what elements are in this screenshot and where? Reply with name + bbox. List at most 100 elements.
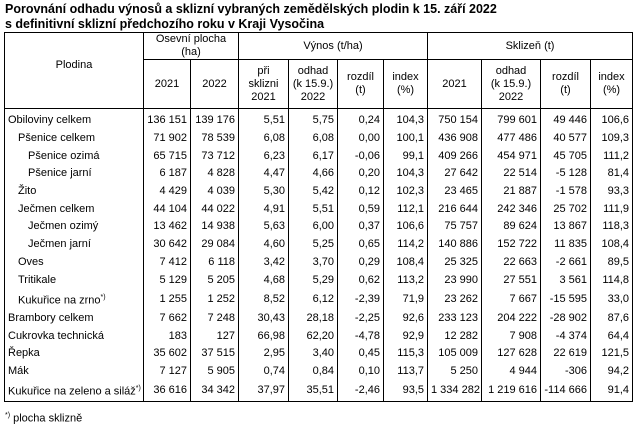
table-row: Brambory celkem 7 662 7 248 30,43 28,18 -2,25… xyxy=(4,309,634,328)
value-cell: 27 642 xyxy=(427,165,482,183)
value-cell: 44 022 xyxy=(190,200,239,219)
value-cell: 21 887 xyxy=(481,182,541,201)
value-cell: 64,4 xyxy=(589,327,634,345)
column-header: 2022 xyxy=(190,59,239,109)
crop-name: Pšenice celkem xyxy=(4,129,144,148)
crop-label: Řepka xyxy=(8,347,40,360)
value-cell: 6,17 xyxy=(288,147,338,166)
crop-label: Kukuřice na zrno xyxy=(18,294,101,307)
table-row: Kukuřice na zrno*) 1 255 1 252 8,52 6,12 -2,3… xyxy=(4,288,634,310)
value-cell: 3,42 xyxy=(238,253,289,272)
value-cell: 28,18 xyxy=(288,309,338,328)
value-cell: 104,3 xyxy=(383,108,428,130)
value-cell: 7 908 xyxy=(481,327,541,345)
table-row: Cukrovka technická 183 127 66,98 62,20 -4,78 9… xyxy=(4,327,634,345)
value-cell: 1 219 616 xyxy=(481,380,541,402)
crop-label: Mák xyxy=(8,364,29,377)
value-cell: 7 248 xyxy=(190,309,239,328)
value-cell: 0,12 xyxy=(337,182,384,201)
value-cell: 113,7 xyxy=(383,362,428,381)
value-cell: 62,20 xyxy=(288,327,338,345)
value-cell: 23 262 xyxy=(427,288,482,310)
value-cell: 6,08 xyxy=(288,129,338,148)
value-cell: 93,3 xyxy=(589,182,634,201)
value-cell: 121,5 xyxy=(589,344,634,363)
value-cell: 22 619 xyxy=(540,344,591,363)
value-cell: -2,25 xyxy=(337,309,384,328)
value-cell: 3 561 xyxy=(540,271,591,289)
value-cell: -2,39 xyxy=(337,288,384,310)
value-cell: 45 705 xyxy=(540,147,591,166)
value-cell: 113,2 xyxy=(383,271,428,289)
value-cell: 204 222 xyxy=(481,309,541,328)
crop-label: Pšenice ozimá xyxy=(28,149,100,162)
value-cell: 242 346 xyxy=(481,200,541,219)
value-cell: 37,97 xyxy=(238,380,289,402)
value-cell: 6 187 xyxy=(143,165,191,183)
title-line: Porovnání odhadu výnosů a sklizní vybran… xyxy=(5,2,497,16)
value-cell: 111,9 xyxy=(589,200,634,219)
value-cell: 12 282 xyxy=(427,327,482,345)
value-cell: 114,8 xyxy=(589,271,634,289)
header-cell: Plodina xyxy=(4,32,144,109)
value-cell: 65 715 xyxy=(143,147,191,166)
value-cell: 93,5 xyxy=(383,380,428,402)
crop-name: Mák xyxy=(4,362,144,381)
crop-name: Oves xyxy=(4,253,144,272)
table-row: Obiloviny celkem 136 151 139 176 5,51 5,75 0,… xyxy=(4,108,634,130)
crop-name: Cukrovka technická xyxy=(4,327,144,345)
value-cell: 4,60 xyxy=(238,235,289,254)
value-cell: 87,6 xyxy=(589,309,634,328)
value-cell: 6 118 xyxy=(190,253,239,272)
value-cell: 73 712 xyxy=(190,147,239,166)
value-cell: 34 342 xyxy=(190,380,239,402)
value-cell: 0,20 xyxy=(337,165,384,183)
table-row: Řepka 35 602 37 515 2,95 3,40 0,45 115,3 105 00… xyxy=(4,344,634,363)
column-header: rozdíl (t) xyxy=(540,59,591,109)
value-cell: 127 628 xyxy=(481,344,541,363)
value-cell: 35,51 xyxy=(288,380,338,402)
value-cell: 89,5 xyxy=(589,253,634,272)
value-cell: 3,40 xyxy=(288,344,338,363)
value-cell: 108,4 xyxy=(383,253,428,272)
crop-name: Tritikale xyxy=(4,271,144,289)
value-cell: -1 578 xyxy=(540,182,591,201)
value-cell: 33,0 xyxy=(589,288,634,310)
value-cell: -5 128 xyxy=(540,165,591,183)
table-row: Pšenice ozimá 65 715 73 712 6,23 6,17 -0,06 99… xyxy=(4,147,634,166)
value-cell: 27 551 xyxy=(481,271,541,289)
value-cell: 14 938 xyxy=(190,218,239,236)
value-cell: 409 266 xyxy=(427,147,482,166)
crop-name: Ječmen celkem xyxy=(4,200,144,219)
value-cell: 2,95 xyxy=(238,344,289,363)
value-cell: 106,6 xyxy=(383,218,428,236)
table-row: Oves 7 412 6 118 3,42 3,70 0,29 108,4 25 325 22 … xyxy=(4,253,634,272)
crop-label: Ječmen celkem xyxy=(18,202,95,215)
value-cell: 799 601 xyxy=(481,108,541,130)
value-cell: 0,29 xyxy=(337,253,384,272)
value-cell: 136 151 xyxy=(143,108,191,130)
value-cell: 102,3 xyxy=(383,182,428,201)
value-cell: 5,63 xyxy=(238,218,289,236)
value-cell: 13 867 xyxy=(540,218,591,236)
value-cell: 92,9 xyxy=(383,327,428,345)
value-cell: 7 412 xyxy=(143,253,191,272)
value-cell: 750 154 xyxy=(427,108,482,130)
value-cell: 1 252 xyxy=(190,288,239,310)
value-cell: 11 835 xyxy=(540,235,591,254)
value-cell: 0,74 xyxy=(238,362,289,381)
crop-name: Brambory celkem xyxy=(4,309,144,328)
table-row: Ječmen ozimý 13 462 14 938 5,63 6,00 0,37 106,… xyxy=(4,218,634,236)
crop-label: Kukuřice na zeleno a siláž xyxy=(8,385,136,398)
crop-name: Ječmen ozimý xyxy=(4,218,144,236)
crop-label: Pšenice jarní xyxy=(28,167,92,180)
value-cell: 436 908 xyxy=(427,129,482,148)
value-cell: 22 514 xyxy=(481,165,541,183)
value-cell: 4,68 xyxy=(238,271,289,289)
value-cell: -4 374 xyxy=(540,327,591,345)
table-row: Ječmen jarní 30 642 29 084 4,60 5,25 0,65 114,… xyxy=(4,235,634,254)
value-cell: 4 429 xyxy=(143,182,191,201)
value-cell: 5 905 xyxy=(190,362,239,381)
title-line: s definitivní sklizní předchozího roku v… xyxy=(5,17,325,31)
value-cell: 1 334 282 xyxy=(427,380,482,402)
